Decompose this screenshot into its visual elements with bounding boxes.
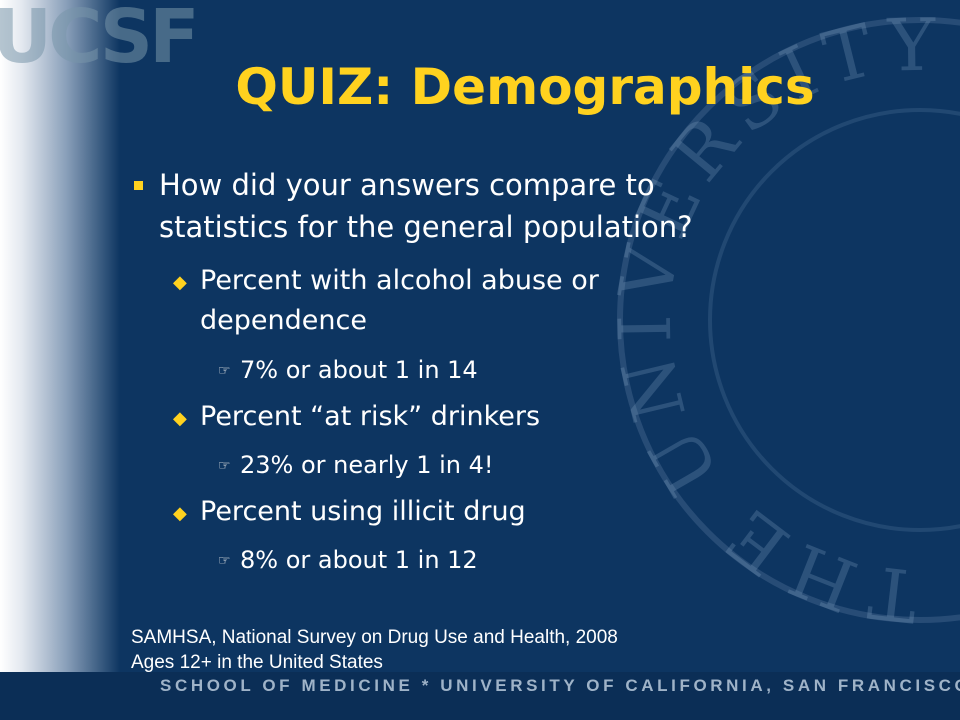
diamond-bullet-icon: ◆ (173, 503, 187, 524)
item-1-answer: 7% or about 1 in 14 (240, 356, 478, 384)
item-2-label: Percent “at risk” drinkers (200, 401, 541, 432)
slide-title: QUIZ: Demographics (235, 58, 815, 116)
source-citation: SAMHSA, National Survey on Drug Use and … (131, 627, 618, 648)
ucsf-watermark-logo: UCSF (0, 0, 200, 80)
item-1-label-cont: dependence (200, 305, 367, 336)
question-line-1: How did your answers compare to (159, 168, 655, 202)
item-1-label: Percent with alcohol abuse or (200, 265, 599, 296)
item-2-answer: 23% or nearly 1 in 4! (240, 451, 494, 479)
footer-institution: SCHOOL OF MEDICINE * UNIVERSITY OF CALIF… (160, 676, 960, 695)
pointing-hand-icon: ☞ (218, 553, 231, 569)
question-line-2: statistics for the general population? (159, 210, 693, 244)
square-bullet-icon (134, 181, 143, 190)
source-population-note: Ages 12+ in the United States (131, 652, 383, 673)
left-gradient-band (0, 0, 120, 720)
diamond-bullet-icon: ◆ (173, 408, 187, 429)
item-3-answer: 8% or about 1 in 12 (240, 546, 478, 574)
item-3-label: Percent using illicit drug (200, 496, 526, 527)
university-seal-watermark: THE UNIVERSITY · LET THERE BE LIGHT · 18… (560, 10, 960, 638)
footer-bar (0, 672, 960, 720)
pointing-hand-icon: ☞ (218, 363, 231, 379)
pointing-hand-icon: ☞ (218, 458, 231, 474)
diamond-bullet-icon: ◆ (173, 272, 187, 293)
